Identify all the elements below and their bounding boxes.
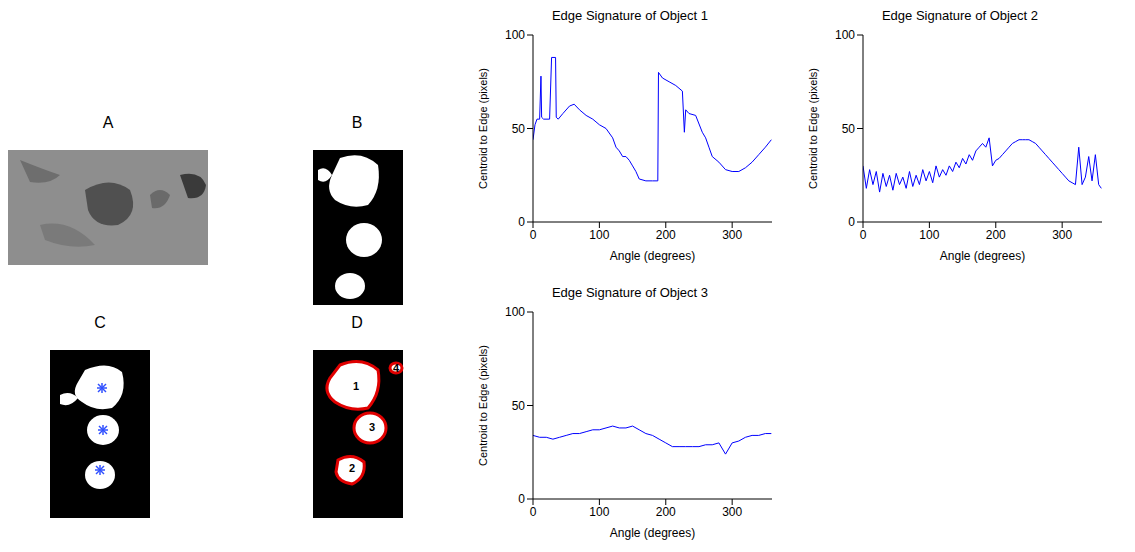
svg-text:0: 0 — [848, 215, 855, 229]
svg-text:100: 100 — [505, 28, 525, 42]
svg-text:0: 0 — [530, 228, 537, 242]
svg-text:1: 1 — [353, 380, 359, 392]
svg-text:0: 0 — [518, 492, 525, 506]
svg-text:3: 3 — [369, 421, 375, 433]
svg-text:0: 0 — [860, 228, 867, 242]
svg-text:0: 0 — [530, 505, 537, 519]
svg-text:100: 100 — [505, 305, 525, 319]
svg-text:200: 200 — [656, 228, 676, 242]
svg-text:D: D — [351, 314, 363, 331]
svg-text:100: 100 — [589, 228, 609, 242]
svg-text:Angle (degrees): Angle (degrees) — [940, 249, 1025, 263]
svg-text:Angle (degrees): Angle (degrees) — [610, 526, 695, 540]
html-text:Edge Signature of Object 2: Edge Signature of Object 2 — [881, 8, 1038, 23]
svg-text:Angle (degrees): Angle (degrees) — [610, 249, 695, 263]
svg-text:Centroid to Edge (pixels): Centroid to Edge (pixels) — [477, 68, 489, 189]
svg-text:A: A — [103, 114, 114, 131]
svg-text:300: 300 — [722, 505, 742, 519]
svg-text:100: 100 — [919, 228, 939, 242]
svg-text:50: 50 — [842, 122, 856, 136]
svg-text:Centroid to Edge (pixels): Centroid to Edge (pixels) — [807, 68, 819, 189]
svg-text:300: 300 — [1052, 228, 1072, 242]
svg-text:C: C — [94, 314, 106, 331]
html-text:Edge Signature of Object 1: Edge Signature of Object 1 — [551, 8, 708, 23]
svg-text:50: 50 — [512, 399, 526, 413]
svg-text:200: 200 — [986, 228, 1006, 242]
svg-text:100: 100 — [589, 505, 609, 519]
svg-text:200: 200 — [656, 505, 676, 519]
svg-text:2: 2 — [349, 462, 355, 474]
svg-text:50: 50 — [512, 122, 526, 136]
svg-text:Centroid to Edge (pixels): Centroid to Edge (pixels) — [477, 345, 489, 466]
svg-text:300: 300 — [722, 228, 742, 242]
svg-text:100: 100 — [835, 28, 855, 42]
svg-text:B: B — [352, 114, 363, 131]
svg-text:4: 4 — [393, 362, 400, 374]
html-text:Edge Signature of Object 3: Edge Signature of Object 3 — [551, 285, 708, 300]
svg-text:0: 0 — [518, 215, 525, 229]
